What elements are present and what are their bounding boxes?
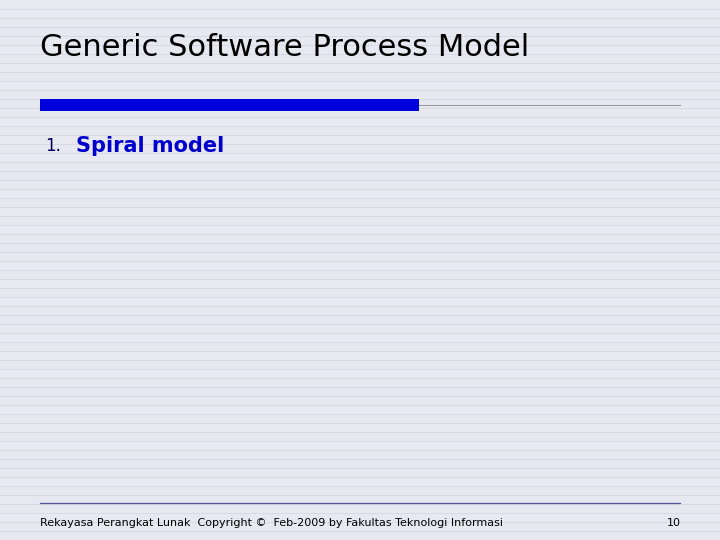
Text: 10: 10 xyxy=(667,518,680,528)
Text: Generic Software Process Model: Generic Software Process Model xyxy=(40,33,529,62)
Text: Rekayasa Perangkat Lunak  Copyright ©  Feb-2009 by Fakultas Teknologi Informasi: Rekayasa Perangkat Lunak Copyright © Feb… xyxy=(40,518,503,528)
Text: Spiral model: Spiral model xyxy=(76,136,224,156)
Bar xyxy=(40,99,419,111)
Text: 1.: 1. xyxy=(45,137,60,155)
